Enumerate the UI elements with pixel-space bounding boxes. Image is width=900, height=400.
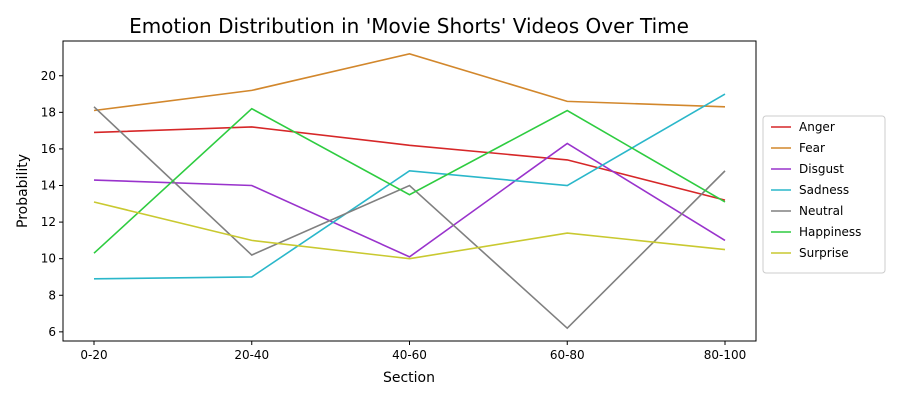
x-tick-label: 0-20 (80, 348, 107, 362)
y-axis: 6 8 10 12 14 16 18 20 (41, 69, 63, 339)
y-tick-label: 16 (41, 142, 56, 156)
y-tick-label: 20 (41, 69, 56, 83)
legend-item-label: Surprise (799, 246, 849, 260)
x-axis-label: Section (383, 370, 435, 386)
legend-box (762, 115, 886, 274)
plot-area (62, 40, 757, 342)
legend-item-label: Sadness (799, 183, 849, 197)
y-tick-label: 14 (41, 179, 56, 193)
series-line-neutral (93, 106, 726, 330)
plot-frame (62, 40, 757, 342)
legend: Anger Fear Disgust Sadness Neutral Happiness S… (762, 115, 886, 274)
y-tick-label: 6 (48, 325, 56, 339)
x-tick-label: 40-60 (392, 348, 427, 362)
series-line-happiness (93, 107, 726, 254)
x-tick-label: 60-80 (550, 348, 585, 362)
series-line-fear (93, 52, 726, 112)
y-tick-label: 18 (41, 105, 56, 119)
series-line-anger (93, 126, 726, 201)
series-line-surprise (93, 201, 726, 260)
chart-title: Emotion Distribution in 'Movie Shorts' V… (129, 14, 689, 38)
y-axis-label: Probability (15, 154, 31, 228)
series-line-disgust (93, 142, 726, 258)
legend-item-label: Disgust (799, 162, 844, 176)
legend-item-label: Happiness (799, 225, 861, 239)
x-tick-label: 80-100 (704, 348, 747, 362)
x-axis: 0-20 20-40 40-60 60-80 80-100 (80, 341, 746, 362)
y-tick-label: 10 (41, 252, 56, 266)
y-tick-label: 12 (41, 215, 56, 229)
legend-item-label: Fear (799, 141, 825, 155)
legend-item-label: Anger (799, 120, 835, 134)
x-tick-label: 20-40 (234, 348, 269, 362)
y-tick-label: 8 (48, 288, 56, 302)
series-lines (93, 52, 726, 330)
series-line-sadness (93, 93, 726, 280)
legend-item-label: Neutral (799, 204, 843, 218)
